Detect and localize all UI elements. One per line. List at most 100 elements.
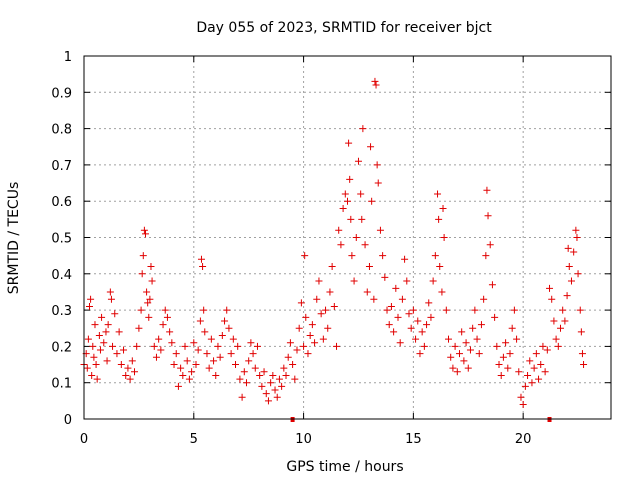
data-point: [95, 332, 103, 340]
data-point: [361, 241, 369, 249]
data-point: [229, 335, 237, 343]
data-point: [271, 386, 279, 394]
data-point: [174, 382, 182, 390]
data-point: [100, 339, 108, 347]
data-point: [326, 288, 334, 296]
data-point: [497, 371, 505, 379]
data-point: [262, 390, 270, 398]
data-point: [370, 295, 378, 303]
data-point: [304, 350, 312, 358]
data-point: [510, 306, 518, 314]
data-point: [455, 350, 463, 358]
data-point: [322, 306, 330, 314]
data-point: [90, 353, 98, 361]
data-point: [300, 342, 308, 350]
data-point: [563, 292, 571, 300]
data-point: [203, 350, 211, 358]
data-point: [240, 368, 248, 376]
data-point: [427, 313, 435, 321]
data-point: [144, 299, 152, 307]
data-point: [192, 361, 200, 369]
data-point: [135, 324, 143, 332]
y-tick-label: 0.8: [51, 123, 72, 138]
grid: [84, 56, 611, 419]
data-point: [117, 361, 125, 369]
data-point: [159, 321, 167, 329]
data-point: [537, 361, 545, 369]
data-point: [260, 368, 268, 376]
data-point: [431, 252, 439, 260]
y-tick-label: 0.7: [51, 159, 72, 174]
data-point: [541, 368, 549, 376]
data-point: [333, 342, 341, 350]
data-point: [565, 263, 573, 271]
data-point: [339, 204, 347, 212]
x-axis-label: GPS time / hours: [286, 459, 403, 475]
data-point: [111, 310, 119, 318]
data-point: [564, 244, 572, 252]
data-point: [407, 324, 415, 332]
data-point: [374, 179, 382, 187]
data-point: [172, 350, 180, 358]
data-point: [357, 190, 365, 198]
data-point: [449, 364, 457, 372]
data-point: [567, 277, 575, 285]
data-point: [207, 335, 215, 343]
data-point: [96, 346, 104, 354]
data-point: [348, 252, 356, 260]
data-point: [539, 342, 547, 350]
data-point: [530, 364, 538, 372]
data-point: [140, 226, 148, 234]
data-point: [398, 295, 406, 303]
data-point: [282, 371, 290, 379]
data-point: [306, 332, 314, 340]
data-point: [394, 313, 402, 321]
y-tick-label: 0.6: [51, 195, 72, 210]
data-point: [258, 382, 266, 390]
data-point: [141, 230, 149, 238]
data-point: [102, 328, 110, 336]
data-point: [337, 241, 345, 249]
data-point: [185, 375, 193, 383]
data-point: [152, 353, 160, 361]
data-point: [546, 284, 554, 292]
data-point: [214, 342, 222, 350]
data-point: [199, 263, 207, 271]
data-point: [480, 295, 488, 303]
data-point: [416, 350, 424, 358]
data-point: [147, 263, 155, 271]
data-point: [573, 234, 581, 241]
data-point: [559, 306, 567, 314]
data-point: [495, 361, 503, 369]
data-point: [264, 397, 272, 405]
data-point: [238, 393, 246, 401]
data-point: [179, 371, 187, 379]
y-tick-label: 0.1: [51, 377, 72, 392]
data-point: [358, 215, 366, 223]
x-tick-label: 15: [405, 432, 422, 447]
data-point: [359, 125, 367, 133]
data-point: [234, 342, 242, 350]
data-point: [346, 175, 354, 183]
data-point: [278, 382, 286, 390]
data-point: [405, 310, 413, 318]
data-point: [403, 277, 411, 285]
data-point: [471, 306, 479, 314]
data-point: [295, 324, 303, 332]
data-point: [435, 215, 443, 223]
data-point: [103, 357, 111, 365]
data-point: [87, 295, 95, 303]
data-point: [289, 361, 297, 369]
data-point: [578, 350, 586, 358]
data-point: [245, 357, 253, 365]
data-point: [466, 346, 474, 354]
x-tick-label: 5: [190, 432, 198, 447]
x-tick-label: 20: [515, 432, 532, 447]
data-point: [499, 353, 507, 361]
y-tick-label: 0.3: [51, 304, 72, 319]
data-point: [106, 288, 114, 296]
data-point: [460, 357, 468, 365]
plot-frame: [83, 55, 612, 420]
data-point: [434, 190, 442, 198]
data-point: [519, 400, 527, 408]
